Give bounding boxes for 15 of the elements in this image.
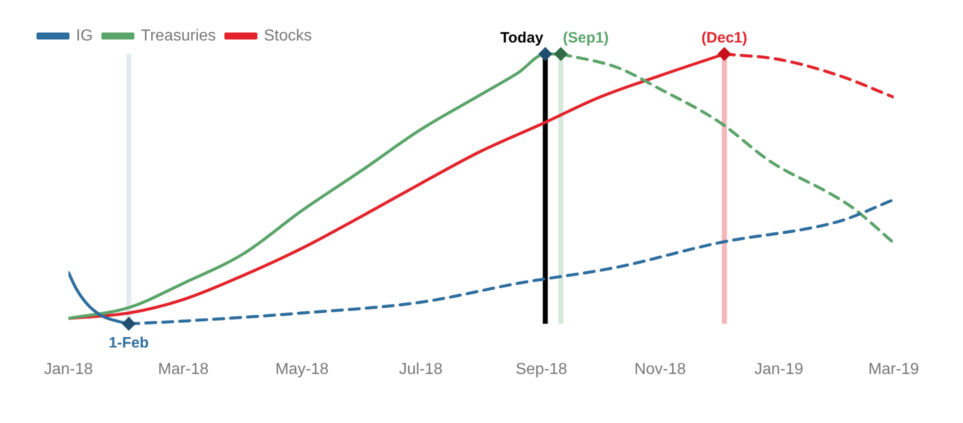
ref-line-label: Today	[500, 30, 544, 47]
x-tick-label: May-18	[275, 360, 329, 378]
x-tick-label: Jul-18	[398, 360, 443, 378]
x-tick-label: Mar-19	[868, 360, 920, 378]
x-tick-label: Nov-18	[634, 360, 686, 378]
x-tick-label: Mar-18	[158, 360, 209, 378]
ref-line-label: (Dec1)	[701, 30, 748, 47]
legend-label: Treasuries	[140, 27, 216, 44]
legend-label: Stocks	[264, 27, 312, 44]
ref-line-label: (Sep1)	[562, 30, 609, 47]
x-tick-label: Jan-18	[44, 360, 94, 378]
x-tick-label: Sep-18	[516, 360, 568, 378]
x-tick-label: Jan-19	[754, 360, 804, 378]
legend-label: IG	[76, 27, 93, 44]
annotation: 1-Feb	[108, 334, 149, 352]
